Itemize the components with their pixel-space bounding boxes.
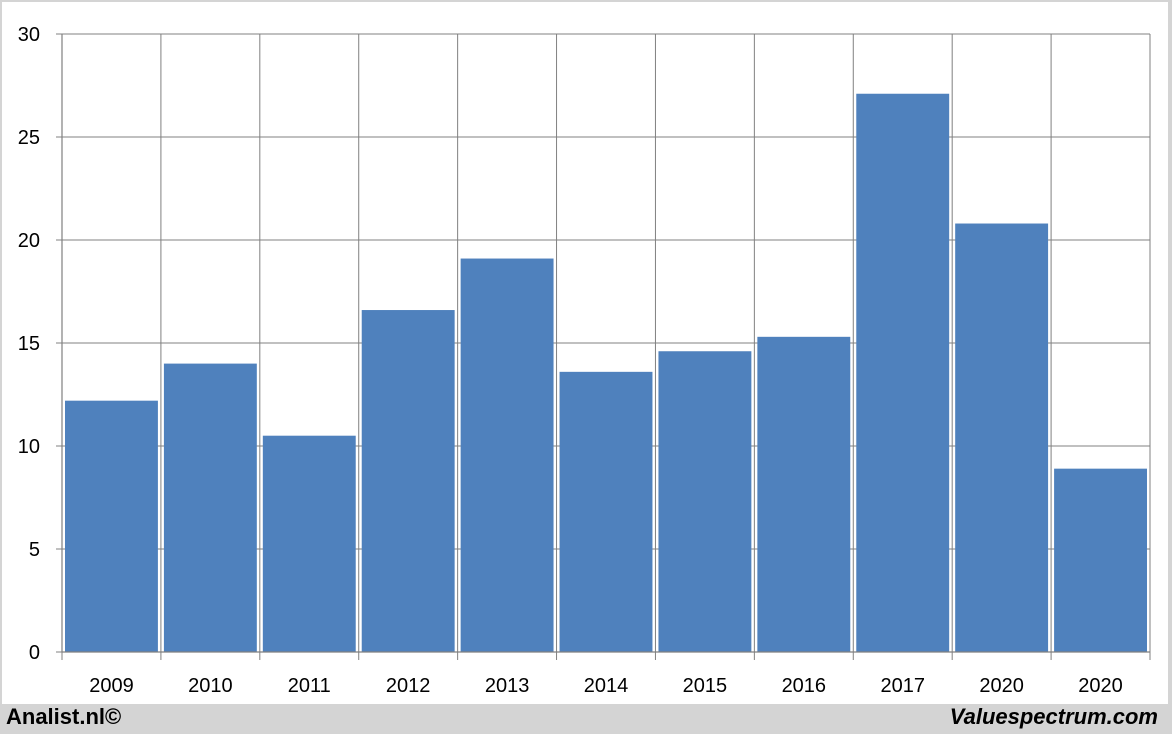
x-tick-label: 2020 <box>979 675 1024 697</box>
bar <box>163 363 257 652</box>
x-tick-label: 2020 <box>1078 675 1123 697</box>
x-tick-label: 2011 <box>288 675 331 697</box>
x-tick-label: 2015 <box>683 675 728 697</box>
bar <box>856 93 950 653</box>
y-tick-label: 0 <box>29 642 40 664</box>
bar <box>361 310 455 652</box>
x-tick-label: 2017 <box>880 675 925 697</box>
x-tick-label: 2010 <box>188 675 233 697</box>
x-tick-label: 2012 <box>386 675 431 697</box>
y-tick-label: 10 <box>18 436 40 458</box>
bar <box>1054 468 1147 652</box>
bar <box>757 336 851 652</box>
bar <box>262 435 356 652</box>
y-tick-label: 15 <box>18 333 40 355</box>
y-tick-label: 25 <box>18 127 40 149</box>
bar <box>65 400 158 652</box>
y-tick-label: 20 <box>18 230 40 252</box>
y-tick-label: 5 <box>29 539 40 561</box>
footer-brand-left: Analist.nl© <box>6 704 122 729</box>
bar-chart: 0 5 10 15 20 25 30 2009 2010 2011 2012 2013 2014 2015… <box>18 24 1151 697</box>
y-tick-label: 30 <box>18 24 40 46</box>
x-tick-label: 2013 <box>485 675 530 697</box>
bar <box>658 351 752 652</box>
x-tick-label: 2014 <box>584 675 629 697</box>
bar <box>955 223 1049 652</box>
x-tick-label: 2016 <box>782 675 827 697</box>
bar <box>559 371 653 652</box>
x-tick-label: 2009 <box>89 675 134 697</box>
footer-brand-right: Valuespectrum.com <box>949 704 1158 729</box>
bar <box>460 258 554 652</box>
